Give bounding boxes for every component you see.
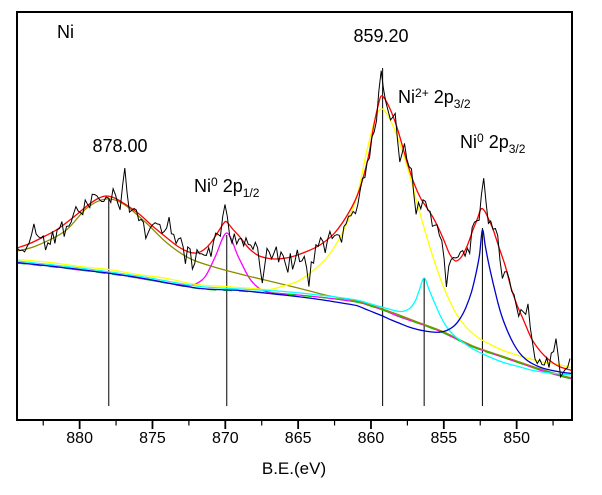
series-raw-spectrum [17, 70, 571, 379]
x-tick-label-870: 870 [211, 430, 239, 447]
x-tick-label-860: 860 [357, 430, 385, 447]
peak-label-ni2-2p32: Ni2+ 2p3/2 [398, 85, 471, 111]
peak-label-ni0-2p32: Ni0 2p3/2 [460, 130, 526, 156]
x-tick-label-855: 855 [430, 430, 458, 447]
x-tick-label-865: 865 [284, 430, 312, 447]
x-tick-label-875: 875 [139, 430, 166, 447]
peak-position-label-859: 859.20 [353, 26, 409, 46]
plot-frame [16, 11, 573, 421]
series-background-green [16, 262, 573, 380]
x-tick-label-880: 880 [66, 430, 93, 447]
peak-position-label-878: 878.00 [92, 136, 148, 156]
peak-label-ni0-2p12: Ni0 2p1/2 [194, 174, 260, 200]
sample-label: Ni [57, 22, 74, 42]
x-axis-label: B.E.(eV) [261, 459, 327, 478]
series-ni2-main-component-yellow [16, 108, 573, 369]
series-ni0-2p32-component-blue [16, 229, 573, 375]
series-satellite-856-component-cyan [16, 260, 573, 376]
x-tick-label-850: 850 [503, 430, 530, 447]
series-satellite-878-component-darkyellow [16, 198, 573, 379]
